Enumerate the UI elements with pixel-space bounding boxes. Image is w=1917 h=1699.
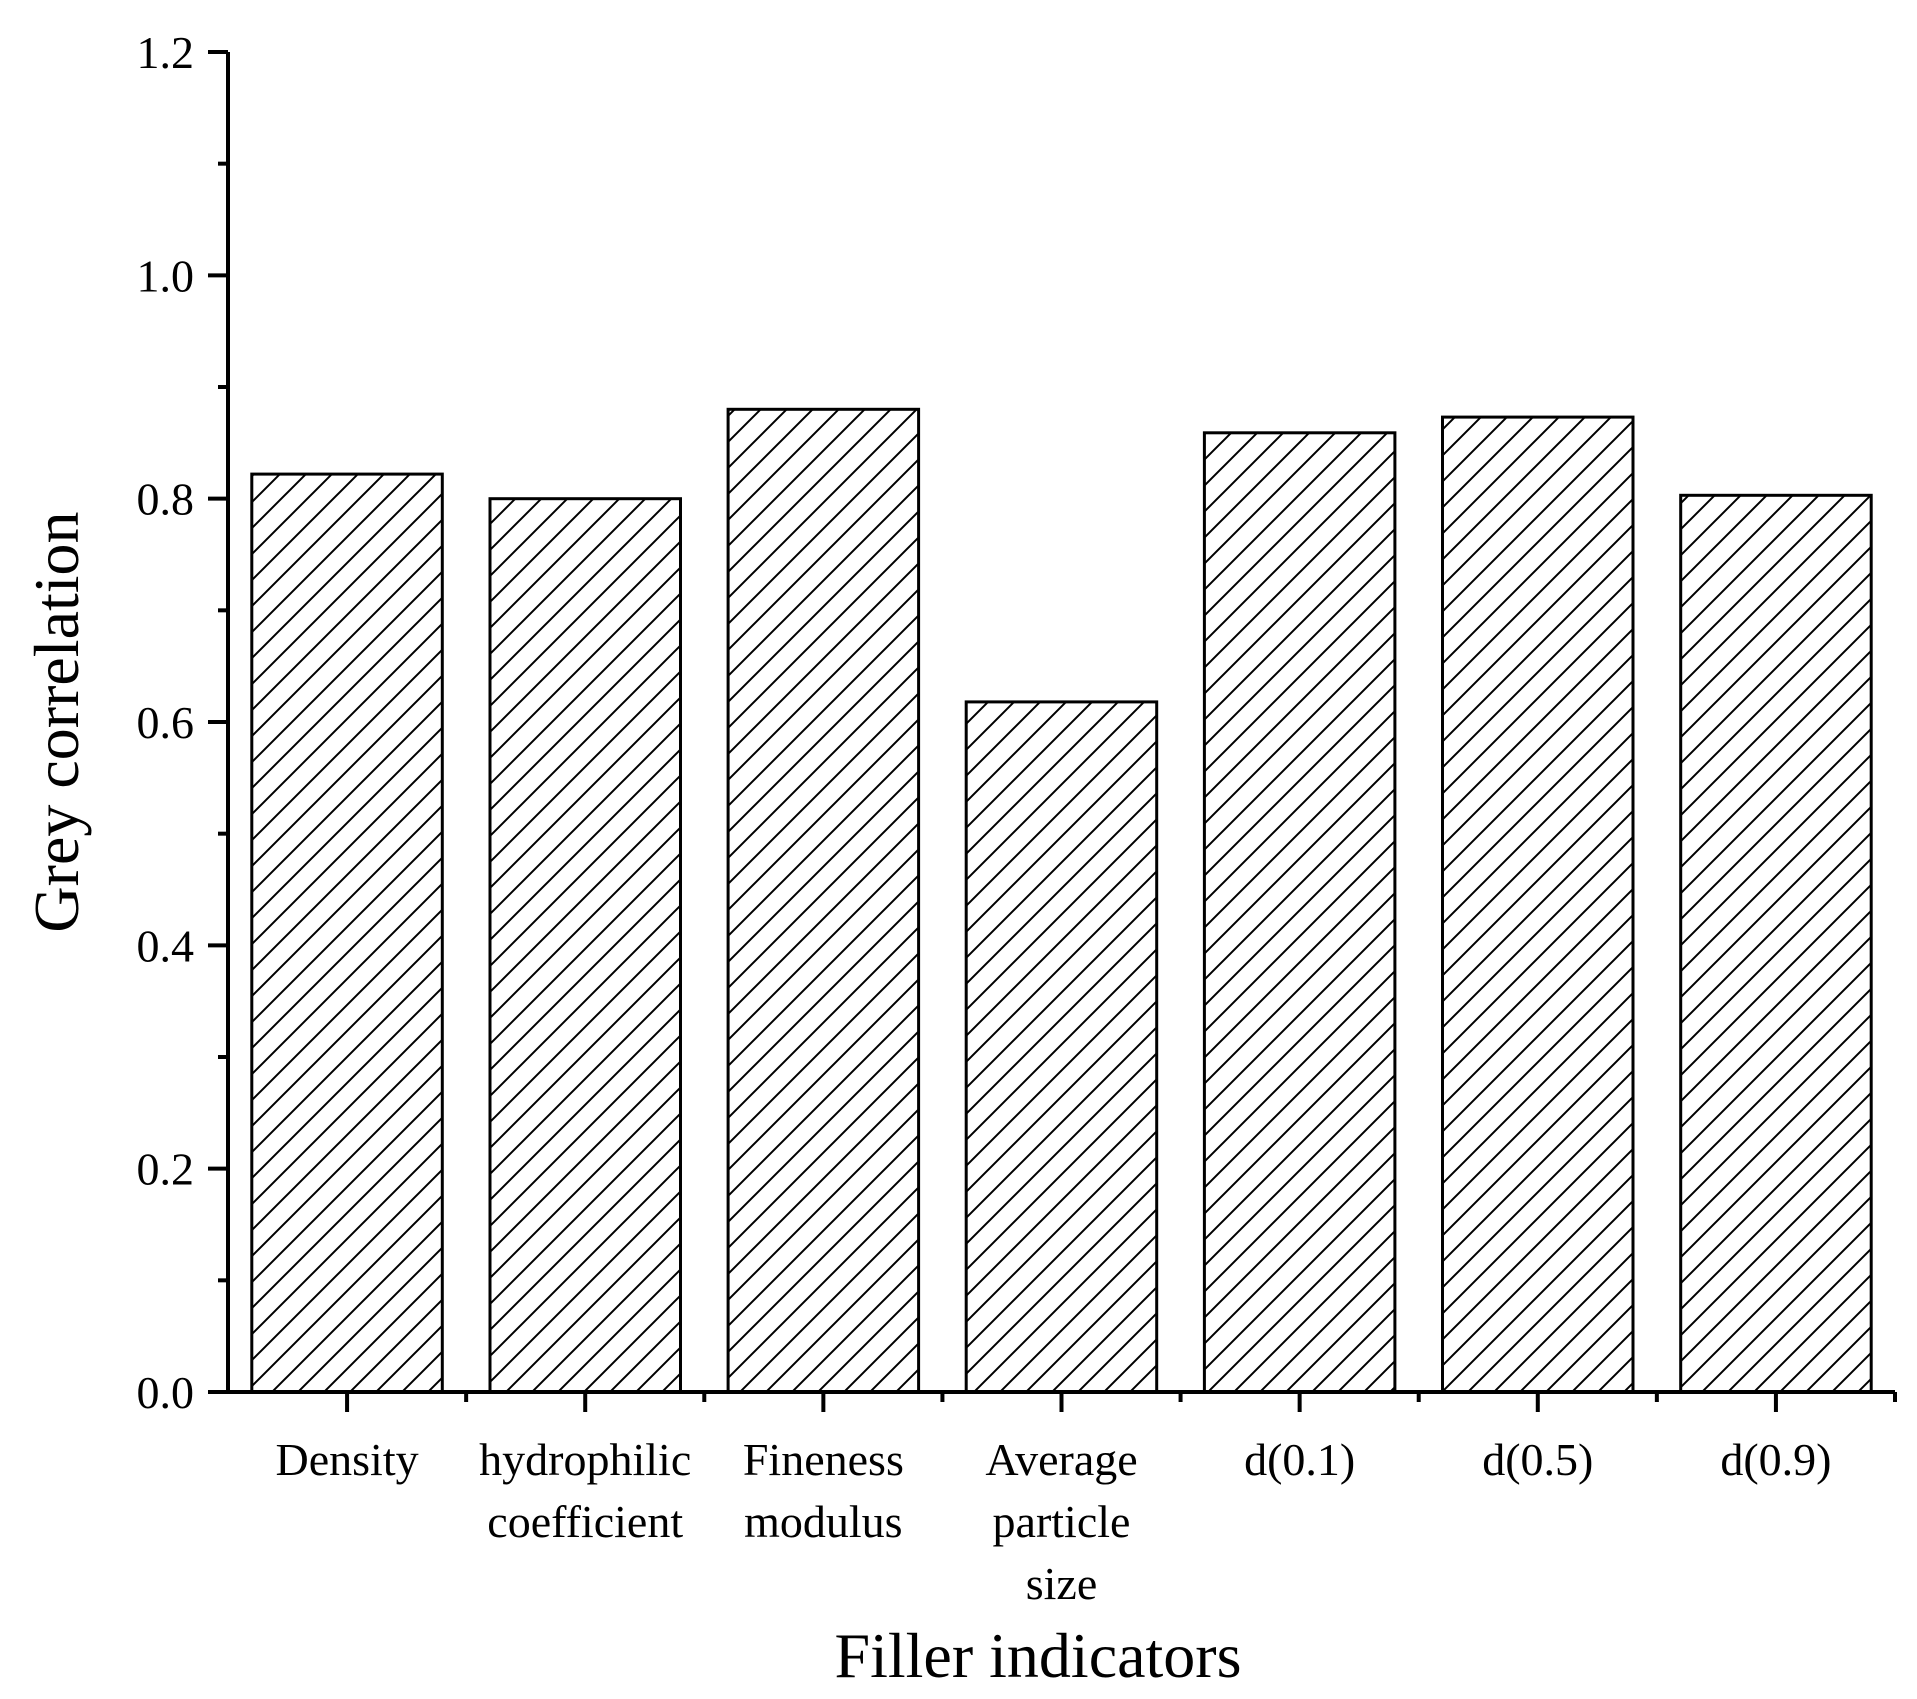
bar-5: [1202, 431, 1397, 1394]
x-tick-label: Fineness modulus: [743, 1434, 904, 1547]
bar-6: [1441, 415, 1635, 1394]
x-tick-label: d(0.5): [1482, 1434, 1593, 1485]
x-tick-label: hydrophilic coefficient: [479, 1434, 691, 1547]
axes-layer: [208, 50, 1897, 1412]
y-axis-title: Grey correlation: [21, 511, 92, 932]
labels-layer: 0.0 0.2 0.4 0.6 0.8 1.0 1.2 Density hydrophilic c…: [137, 27, 1832, 1609]
bar-7: [1679, 493, 1873, 1394]
y-tick-label: 0.0: [137, 1367, 195, 1418]
y-tick-label: 0.8: [137, 474, 195, 525]
bar-2: [488, 497, 682, 1394]
bar-1: [250, 472, 444, 1394]
x-tick-label: Density: [276, 1434, 419, 1485]
x-tick-label: d(0.9): [1720, 1434, 1831, 1485]
y-tick-label: 0.4: [137, 920, 195, 971]
x-axis-title: Filler indicators: [834, 1620, 1241, 1691]
bar-3: [726, 407, 921, 1394]
x-tick-label: d(0.1): [1244, 1434, 1355, 1485]
y-tick-label: 0.2: [137, 1144, 195, 1195]
bars-layer: [250, 407, 1873, 1394]
y-tick-label: 1.0: [137, 250, 195, 301]
x-tick-label: Average particle size: [985, 1434, 1137, 1609]
y-tick-label: 0.6: [137, 697, 195, 748]
y-tick-label: 1.2: [137, 27, 195, 78]
bar-4: [964, 700, 1159, 1394]
